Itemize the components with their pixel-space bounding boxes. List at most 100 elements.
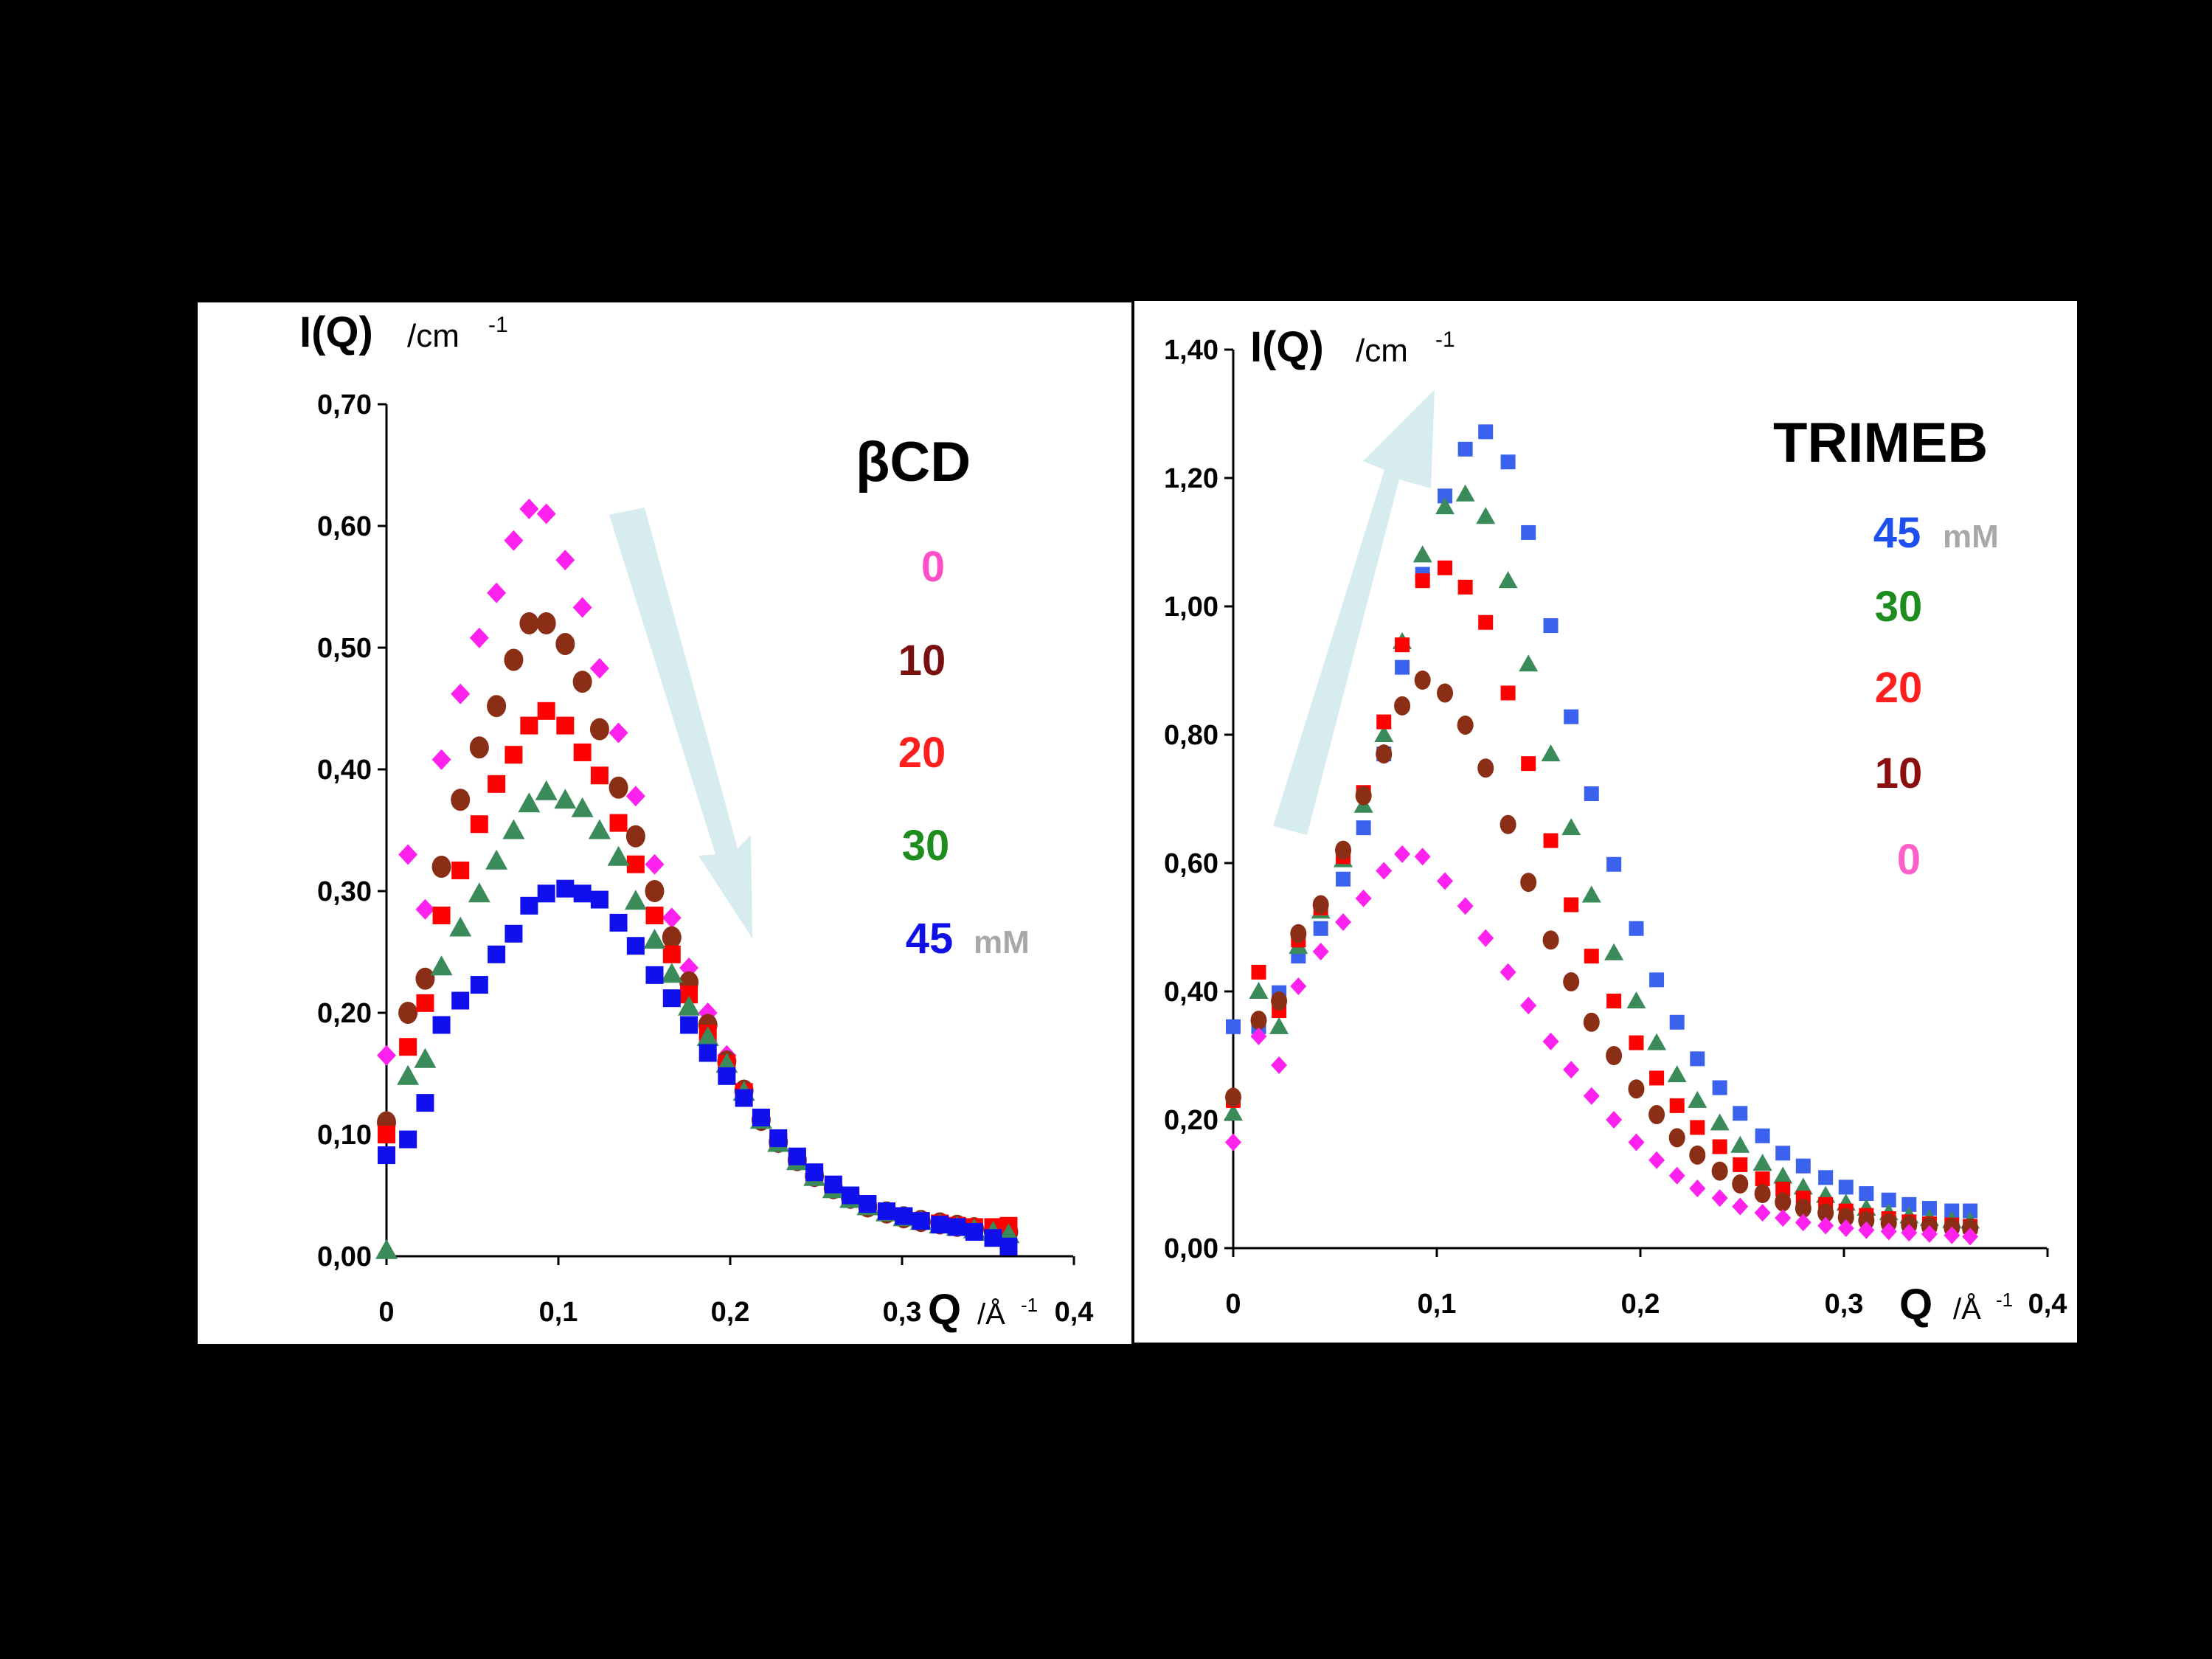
data-point-square <box>1543 618 1559 634</box>
data-point-diamond <box>487 582 507 603</box>
data-point-diamond <box>504 530 524 551</box>
y-tick-label: 1,00 <box>1164 592 1218 623</box>
y-axis-unit-exponent: -1 <box>488 313 508 337</box>
x-tick-label: 0,3 <box>1825 1289 1864 1320</box>
data-point-square <box>1963 1203 1978 1219</box>
data-point-diamond <box>1732 1197 1749 1216</box>
data-point-circle <box>1271 991 1288 1011</box>
legend-label: 10 <box>1875 749 1923 797</box>
data-point-triangle <box>678 995 701 1016</box>
data-point-square <box>626 855 645 873</box>
data-point-diamond <box>555 550 575 571</box>
data-point-circle <box>1376 744 1393 764</box>
data-point-circle <box>1355 786 1372 806</box>
data-point-circle <box>1542 930 1559 950</box>
data-point-square <box>505 924 523 943</box>
data-point-circle <box>609 776 628 799</box>
data-point-square <box>1395 637 1410 653</box>
data-point-square <box>1669 1014 1685 1030</box>
data-point-circle <box>1437 683 1454 703</box>
data-point-circle <box>645 880 665 902</box>
x-axis-unit-exponent: -1 <box>1021 1294 1038 1316</box>
legend: 45 mM 30 20 10 0 <box>1873 509 1999 884</box>
data-point-triangle <box>624 890 647 910</box>
data-point-diamond <box>536 503 556 524</box>
data-point-square <box>1838 1180 1854 1195</box>
data-point-triangle <box>1710 1113 1730 1131</box>
data-point-square <box>590 766 609 785</box>
data-point-square <box>416 1094 434 1112</box>
data-point-diamond <box>1290 977 1307 996</box>
data-point-diamond <box>431 749 451 770</box>
data-point-circle <box>1795 1199 1811 1219</box>
data-point-square <box>1606 856 1622 872</box>
data-point-circle <box>1335 840 1352 860</box>
data-point-square <box>1564 709 1579 724</box>
data-point-square <box>1457 441 1473 457</box>
x-axis-unit-exponent: -1 <box>1996 1289 2013 1311</box>
data-point-square <box>1629 1035 1644 1050</box>
legend-label: 30 <box>902 822 950 870</box>
data-point-square <box>399 1130 417 1149</box>
data-point-square <box>1584 786 1599 802</box>
data-point-circle <box>589 718 609 741</box>
data-point-diamond <box>377 1045 396 1066</box>
data-point-circle <box>536 612 556 634</box>
data-point-triangle <box>1773 1166 1793 1184</box>
y-tick-label: 0,00 <box>1164 1233 1218 1264</box>
data-point-triangle <box>1224 1104 1243 1121</box>
data-point-triangle <box>485 849 508 870</box>
y-axis-unit: /cm <box>407 318 460 354</box>
data-point-square <box>378 1146 395 1165</box>
data-point-circle <box>1312 895 1329 915</box>
data-point-triangle <box>1455 484 1475 502</box>
data-point-square <box>1478 614 1494 630</box>
data-point-diamond <box>1858 1221 1875 1239</box>
y-axis-unit: /cm <box>1356 333 1408 369</box>
y-tick-label: 0,60 <box>317 511 372 542</box>
data-point-square <box>752 1108 770 1126</box>
data-point-circle <box>415 967 435 990</box>
data-point-square <box>805 1163 824 1182</box>
data-point-diamond <box>1880 1222 1897 1241</box>
data-point-square <box>609 913 628 932</box>
data-point-square <box>1649 1070 1665 1086</box>
data-point-circle <box>431 856 451 878</box>
data-point-circle <box>398 1002 418 1024</box>
data-point-square <box>609 814 628 832</box>
data-point-diamond <box>1355 889 1372 907</box>
data-point-square <box>451 991 470 1010</box>
data-point-diamond <box>1689 1180 1706 1198</box>
data-point-diamond <box>1817 1216 1834 1235</box>
legend: 0 10 20 30 45 mM <box>898 543 1030 963</box>
data-point-triangle <box>1581 885 1601 903</box>
x-tick-label: 0,1 <box>539 1297 578 1328</box>
data-point-circle <box>1606 1046 1623 1065</box>
data-point-square <box>590 890 609 909</box>
y-tick-label: 0,40 <box>1164 977 1218 1008</box>
data-point-diamond <box>1668 1166 1685 1185</box>
data-point-square <box>680 1016 698 1034</box>
data-point-square <box>1712 1080 1727 1095</box>
data-point-circle <box>1628 1079 1645 1099</box>
data-point-square <box>626 937 645 955</box>
data-point-square <box>859 1195 877 1213</box>
x-tick-label: 0,1 <box>1418 1289 1457 1320</box>
data-point-square <box>470 976 488 994</box>
data-point-circle <box>1477 758 1494 778</box>
data-point-square <box>1733 1106 1748 1121</box>
data-point-square <box>537 884 555 903</box>
data-point-square <box>895 1207 913 1225</box>
data-point-circle <box>1563 971 1580 991</box>
data-point-square <box>788 1147 806 1166</box>
x-tick-label: 0,3 <box>883 1297 922 1328</box>
data-point-square <box>662 945 681 963</box>
y-tick-label: 0,20 <box>1164 1105 1218 1136</box>
data-point-triangle <box>502 819 525 839</box>
data-point-diamond <box>1457 897 1474 915</box>
data-point-square <box>520 716 538 735</box>
x-ticks: 0 0,1 0,2 0,3 0,4 <box>1225 1248 2067 1320</box>
data-point-square <box>1500 454 1516 470</box>
data-point-diamond <box>1583 1087 1600 1105</box>
data-point-triangle <box>1667 1065 1687 1083</box>
